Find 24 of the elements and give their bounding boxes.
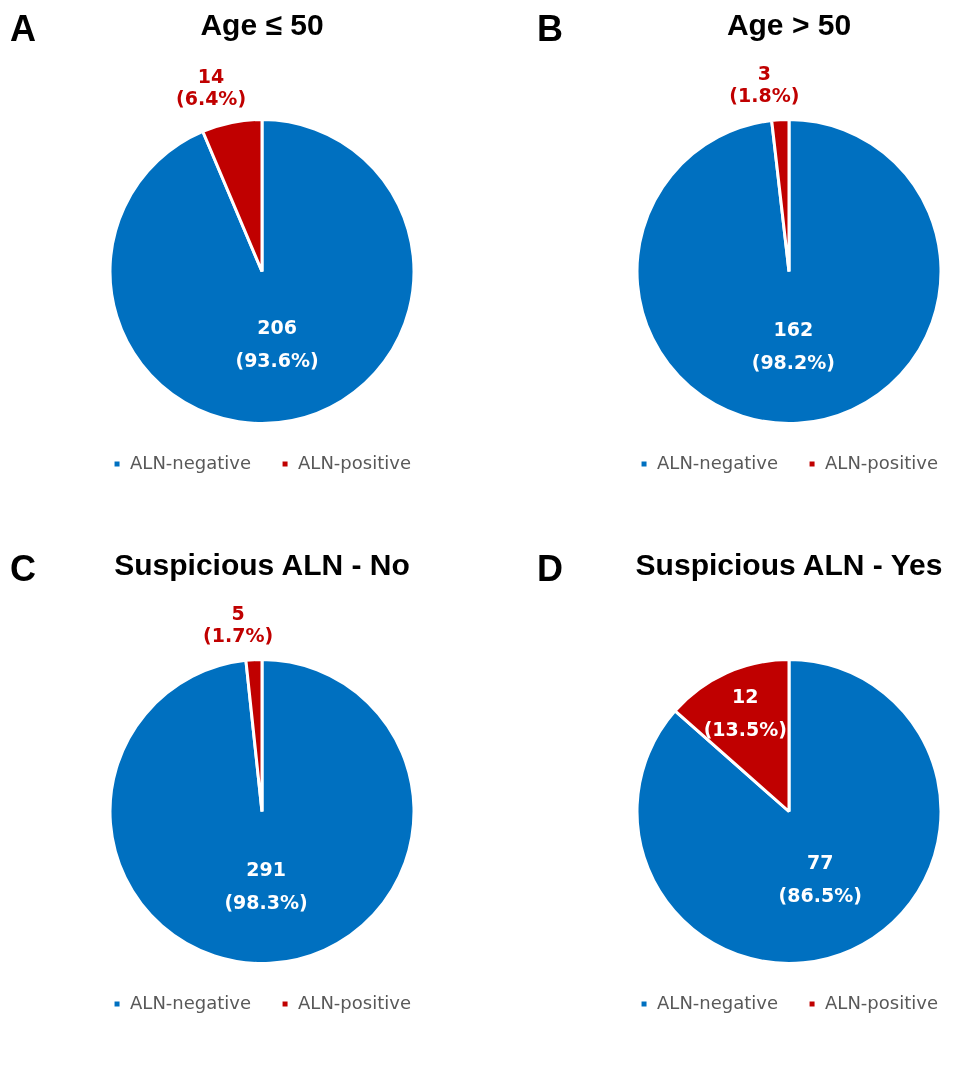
chart-title: Suspicious ALN - Yes bbox=[634, 548, 944, 582]
legend-label: ALN-positive bbox=[825, 991, 938, 1013]
data-label: 77 (86.5%) bbox=[778, 851, 862, 907]
legend-label: ALN-negative bbox=[130, 991, 252, 1013]
legend-label: ALN-positive bbox=[298, 451, 411, 473]
legend-label: ALN-positive bbox=[298, 991, 411, 1013]
data-label: 162 (98.2%) bbox=[751, 317, 835, 373]
data-label: 14 (6.4%) bbox=[176, 65, 247, 110]
chart-title: Age > 50 bbox=[725, 8, 853, 42]
text: C bbox=[10, 548, 36, 590]
data-label: 12 (13.5%) bbox=[703, 684, 787, 740]
chart-title: Suspicious ALN - No bbox=[113, 548, 411, 582]
text: A bbox=[10, 8, 36, 50]
data-label: 5 (1.7%) bbox=[203, 601, 274, 646]
legend-label: ALN-negative bbox=[130, 451, 252, 473]
data-label: 291 (98.3%) bbox=[224, 857, 308, 913]
legend-label: ALN-negative bbox=[657, 451, 779, 473]
text: D bbox=[537, 548, 563, 590]
legend-label: ALN-positive bbox=[825, 451, 938, 473]
data-label: 3 (1.8%) bbox=[729, 61, 800, 106]
data-label: 206 (93.6%) bbox=[235, 316, 319, 372]
chart-title: Age ≤ 50 bbox=[199, 8, 325, 42]
text: B bbox=[537, 8, 563, 50]
legend-label: ALN-negative bbox=[657, 991, 779, 1013]
